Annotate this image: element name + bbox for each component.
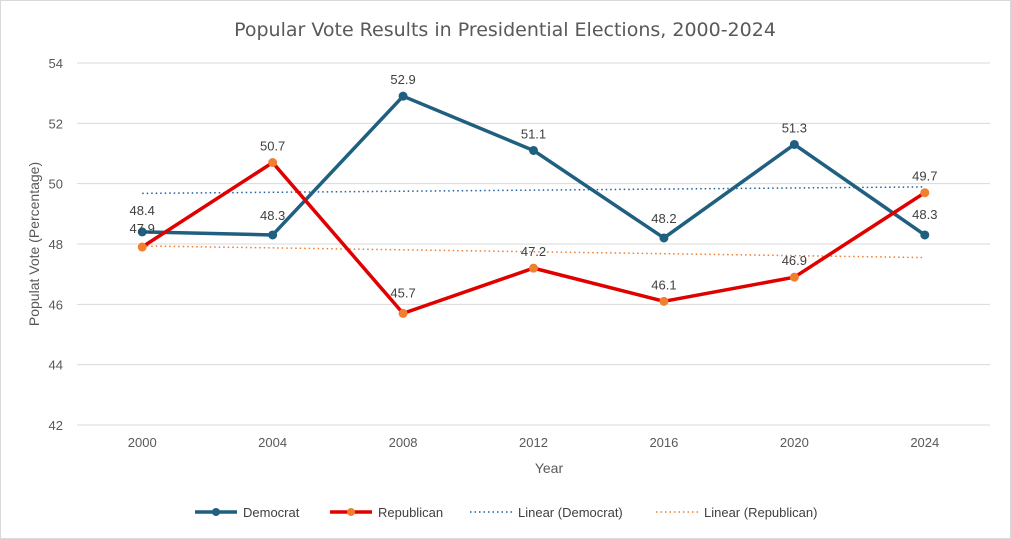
data-point-republican [529,263,538,273]
data-label-democrat: 48.4 [130,203,155,218]
data-label-republican: 47.2 [521,244,546,259]
y-tick-label: 46 [49,297,63,312]
data-point-democrat [268,230,278,240]
data-label-democrat: 48.3 [912,207,937,222]
legend-marker-democrat [212,508,220,516]
data-point-democrat [789,139,799,149]
data-label-republican: 49.7 [912,169,937,184]
x-axis-title: Year [535,460,564,476]
legend-label-republican: Republican [378,505,443,520]
data-label-republican: 50.7 [260,139,285,154]
gridlines [77,62,990,426]
y-axis-ticks: 42 44 46 48 50 52 54 [49,56,63,433]
data-label-democrat: 52.9 [390,72,415,87]
y-tick-label: 50 [49,177,63,192]
legend-label-linear-republican: Linear (Republican) [704,505,817,520]
data-point-republican [268,158,278,168]
legend-label-linear-democrat: Linear (Democrat) [518,505,623,520]
y-axis-title: Populat Vote (Percentage) [26,162,42,326]
data-label-democrat: 51.1 [521,126,546,141]
x-tick-label: 2016 [649,435,678,450]
data-point-republican [789,272,799,282]
data-label-democrat: 51.3 [782,120,807,135]
y-tick-label: 44 [49,358,63,373]
series-lines [137,91,930,318]
x-tick-label: 2020 [780,435,809,450]
data-label-republican: 46.1 [651,277,676,292]
data-point-republican [398,308,408,318]
y-tick-label: 42 [49,418,63,433]
data-label-republican: 45.7 [390,285,415,300]
data-point-republican [920,188,930,198]
data-label-democrat: 48.3 [260,208,285,223]
x-tick-label: 2004 [258,435,287,450]
y-tick-label: 52 [49,116,63,131]
data-point-republican [137,242,147,252]
data-point-democrat [398,91,408,101]
y-tick-label: 54 [49,56,63,71]
data-label-republican: 47.9 [130,221,155,236]
x-tick-label: 2008 [389,435,418,450]
y-tick-label: 48 [49,237,63,252]
chart-title: Popular Vote Results in Presidential Ele… [234,19,776,41]
data-label-democrat: 48.2 [651,211,676,226]
legend-label-democrat: Democrat [243,505,300,520]
data-point-democrat [137,227,147,237]
data-label-republican: 46.9 [782,253,807,268]
data-labels: 48.4 48.3 52.9 51.1 48.2 51.3 48.3 47.9 50.7 45.7… [130,72,938,300]
x-tick-label: 2024 [910,435,939,450]
data-point-democrat [659,233,669,243]
data-point-democrat [529,145,538,155]
x-axis-ticks: 2000 2004 2008 2012 2016 2020 2024 [128,435,939,450]
x-tick-label: 2012 [519,435,548,450]
x-tick-label: 2000 [128,435,157,450]
data-point-democrat [920,230,930,240]
data-point-republican [659,296,669,306]
legend: Democrat Republican Linear (Democrat) Linea… [195,505,817,520]
legend-marker-republican [347,508,355,516]
